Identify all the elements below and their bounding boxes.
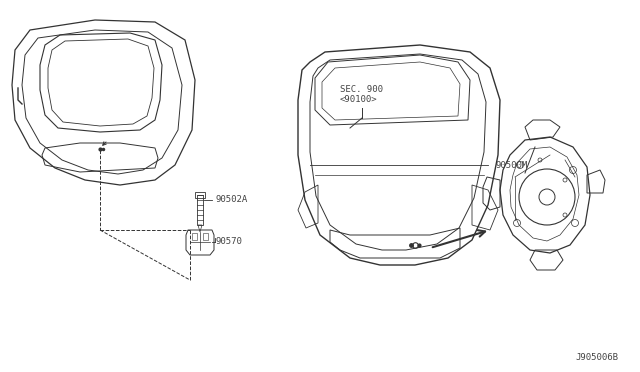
Text: J905006B: J905006B — [575, 353, 618, 362]
Text: <90100>: <90100> — [340, 95, 378, 104]
Text: 90570: 90570 — [215, 237, 242, 247]
Text: 90502A: 90502A — [215, 196, 247, 205]
Text: SEC. 900: SEC. 900 — [340, 85, 383, 94]
Text: 90500M: 90500M — [495, 161, 527, 170]
